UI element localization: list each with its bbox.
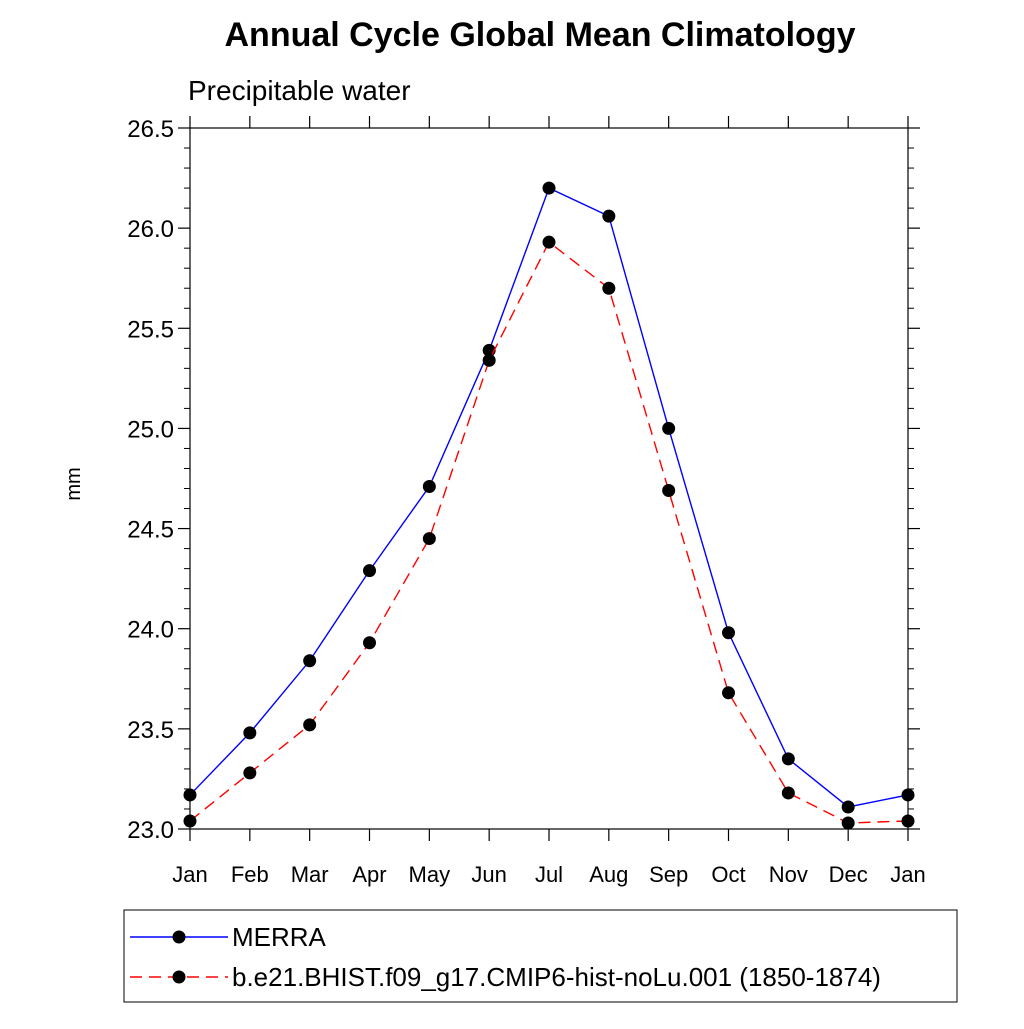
- x-tick-label: Feb: [231, 862, 269, 887]
- data-point-series-1: [722, 686, 735, 700]
- data-point-series-0: [303, 654, 317, 668]
- data-point-series-0: [662, 421, 676, 435]
- legend: MERRA b.e21.BHIST.f09_g17.CMIP6-hist-noLu…: [130, 922, 881, 992]
- y-tick-label: 24.5: [127, 517, 174, 544]
- chart-subtitle: Precipitable water: [188, 75, 411, 106]
- legend-swatch-marker-0: [172, 930, 186, 944]
- data-point-series-0: [542, 181, 556, 195]
- y-axis-label: mm: [63, 467, 85, 500]
- x-tick-label: Sep: [649, 862, 688, 887]
- y-tick-label: 23.0: [127, 817, 174, 844]
- data-point-series-1: [602, 281, 616, 295]
- data-point-series-0: [243, 726, 257, 740]
- x-tick-label: Aug: [589, 862, 628, 887]
- y-tick-label: 26.0: [127, 216, 174, 243]
- data-point-series-0: [781, 752, 795, 766]
- data-point-series-0: [363, 564, 376, 578]
- y-tick-label: 25.5: [127, 316, 174, 343]
- plot-frame: [189, 127, 909, 830]
- legend-box: [123, 909, 958, 1003]
- x-tick-label: Nov: [769, 862, 808, 887]
- x-tick-label: May: [409, 862, 451, 887]
- data-point-series-0: [841, 800, 855, 814]
- x-tick-label: Oct: [711, 862, 745, 887]
- chart-title: Annual Cycle Global Mean Climatology: [225, 16, 856, 54]
- data-point-series-0: [722, 626, 735, 640]
- y-tick-label: 23.5: [127, 717, 174, 744]
- x-tick-label: Jul: [535, 862, 563, 887]
- data-point-series-1: [303, 718, 317, 732]
- series-layer: [183, 181, 915, 830]
- axis-ticks: 23.0 23.5 24.0 24.5 25.0 25.5 26.0 26.5 Jan Feb Ma…: [127, 116, 926, 887]
- series-line-0: [189, 187, 909, 808]
- y-tick-label: 24.0: [127, 617, 174, 644]
- x-tick-label: Dec: [829, 862, 868, 887]
- data-point-series-1: [363, 636, 376, 650]
- x-tick-label: Jan: [890, 862, 925, 887]
- y-tick-label: 25.0: [127, 416, 174, 443]
- legend-label-1: b.e21.BHIST.f09_g17.CMIP6-hist-noLu.001 …: [232, 962, 881, 992]
- y-tick-label: 26.5: [127, 116, 174, 143]
- data-point-series-1: [662, 484, 676, 498]
- data-point-series-0: [422, 480, 436, 494]
- data-point-series-0: [602, 209, 616, 223]
- data-point-series-0: [183, 788, 197, 802]
- x-tick-label: Jun: [471, 862, 506, 887]
- legend-swatch-marker-1: [172, 970, 186, 984]
- x-tick-label: Jan: [172, 862, 207, 887]
- x-tick-label: Apr: [352, 862, 386, 887]
- series-line-1: [189, 241, 909, 824]
- data-point-series-0: [901, 788, 915, 802]
- legend-label-0: MERRA: [232, 922, 327, 952]
- data-point-series-1: [542, 235, 556, 249]
- data-point-series-1: [243, 766, 257, 780]
- data-point-series-1: [183, 814, 197, 828]
- data-point-series-1: [841, 816, 855, 830]
- data-point-series-1: [901, 814, 915, 828]
- data-point-series-1: [482, 353, 496, 367]
- data-point-series-1: [422, 532, 436, 546]
- data-point-series-1: [781, 786, 795, 800]
- x-tick-label: Mar: [291, 862, 329, 887]
